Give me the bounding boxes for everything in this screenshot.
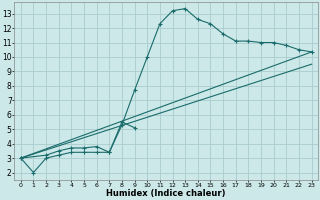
X-axis label: Humidex (Indice chaleur): Humidex (Indice chaleur) (107, 189, 226, 198)
